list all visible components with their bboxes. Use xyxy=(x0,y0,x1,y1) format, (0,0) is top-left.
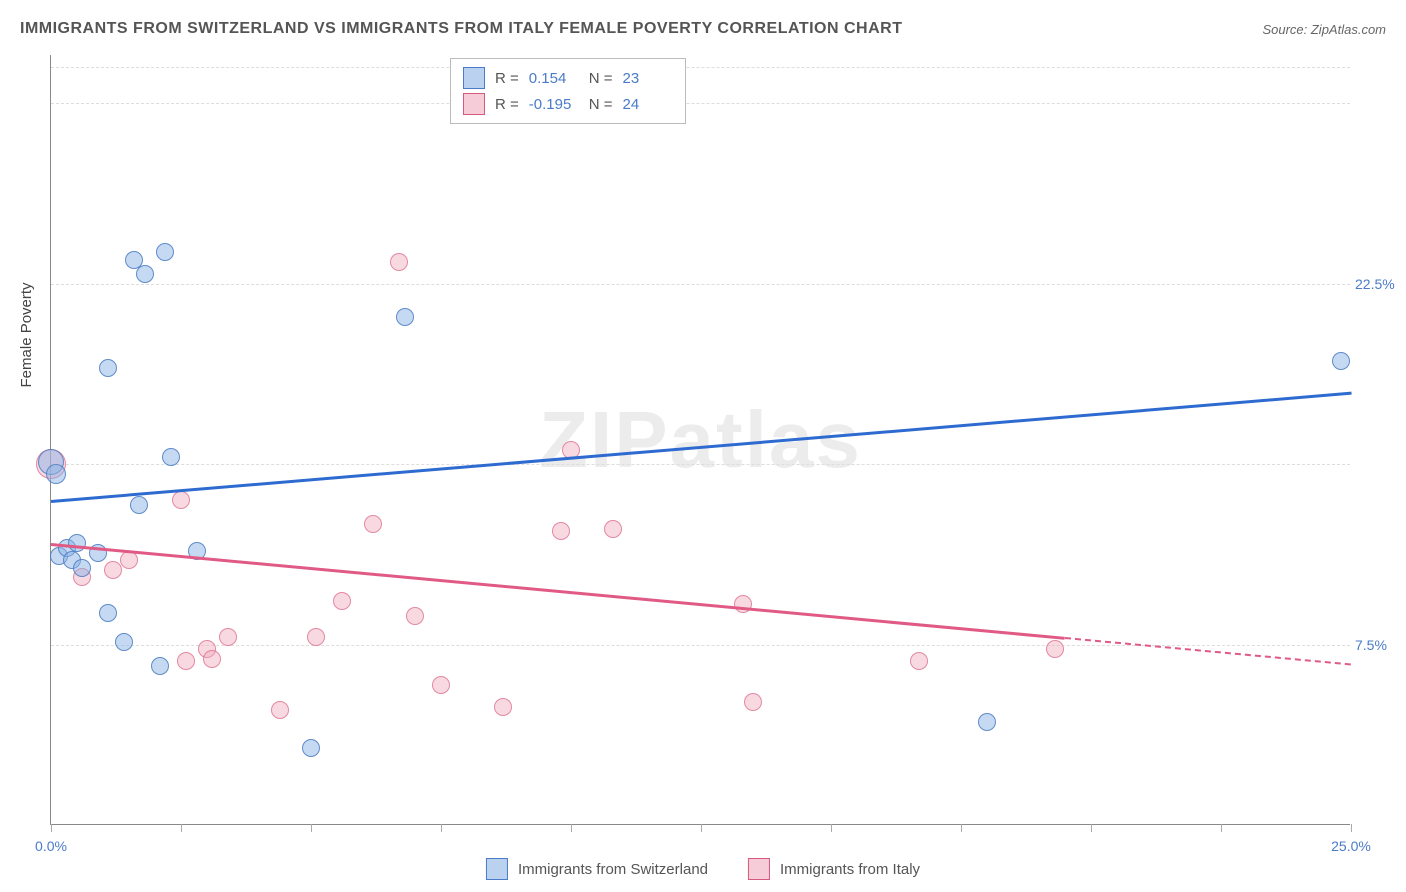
data-point xyxy=(162,448,180,466)
data-point xyxy=(302,739,320,757)
x-tick xyxy=(51,824,52,832)
x-tick xyxy=(571,824,572,832)
r-label: R = xyxy=(495,70,519,87)
series-label-switzerland: Immigrants from Switzerland xyxy=(518,861,708,878)
legend-item-switzerland: Immigrants from Switzerland xyxy=(486,858,708,880)
y-tick-label: 22.5% xyxy=(1355,276,1405,292)
swatch-blue xyxy=(486,858,508,880)
data-point xyxy=(978,713,996,731)
chart-title: IMMIGRANTS FROM SWITZERLAND VS IMMIGRANT… xyxy=(20,20,902,38)
data-point xyxy=(151,657,169,675)
data-point xyxy=(46,464,66,484)
y-tick-label: 7.5% xyxy=(1355,637,1405,653)
correlation-legend: R = 0.154 N = 23 R = -0.195 N = 24 xyxy=(450,58,686,124)
x-tick xyxy=(961,824,962,832)
data-point xyxy=(1046,640,1064,658)
gridline xyxy=(51,103,1350,104)
data-point xyxy=(364,515,382,533)
r-label: R = xyxy=(495,96,519,113)
swatch-pink xyxy=(748,858,770,880)
x-tick xyxy=(1221,824,1222,832)
x-tick xyxy=(441,824,442,832)
gridline xyxy=(51,284,1350,285)
data-point xyxy=(271,701,289,719)
data-point xyxy=(552,522,570,540)
data-point xyxy=(172,491,190,509)
data-point xyxy=(73,559,91,577)
data-point xyxy=(156,243,174,261)
data-point xyxy=(494,698,512,716)
source-attribution: Source: ZipAtlas.com xyxy=(1262,22,1386,37)
series-legend: Immigrants from Switzerland Immigrants f… xyxy=(486,858,920,880)
trend-line xyxy=(51,543,1065,639)
x-tick xyxy=(831,824,832,832)
x-tick xyxy=(1351,824,1352,832)
data-point xyxy=(390,253,408,271)
data-point xyxy=(130,496,148,514)
x-tick-label: 0.0% xyxy=(35,838,67,854)
n-value-switzerland: 23 xyxy=(623,70,673,87)
x-tick xyxy=(1091,824,1092,832)
data-point xyxy=(1332,352,1350,370)
swatch-pink xyxy=(463,93,485,115)
data-point xyxy=(432,676,450,694)
data-point xyxy=(333,592,351,610)
n-label: N = xyxy=(589,96,613,113)
data-point xyxy=(219,628,237,646)
data-point xyxy=(177,652,195,670)
data-point xyxy=(136,265,154,283)
legend-item-italy: Immigrants from Italy xyxy=(748,858,920,880)
x-tick xyxy=(701,824,702,832)
x-tick-label: 25.0% xyxy=(1331,838,1371,854)
n-value-italy: 24 xyxy=(623,96,673,113)
n-label: N = xyxy=(589,70,613,87)
data-point xyxy=(115,633,133,651)
gridline xyxy=(51,464,1350,465)
swatch-blue xyxy=(463,67,485,89)
y-axis-title: Female Poverty xyxy=(18,282,35,387)
x-tick xyxy=(181,824,182,832)
x-tick xyxy=(311,824,312,832)
series-label-italy: Immigrants from Italy xyxy=(780,861,920,878)
trend-line xyxy=(51,392,1351,503)
data-point xyxy=(396,308,414,326)
data-point xyxy=(744,693,762,711)
trend-line-extrapolated xyxy=(1065,637,1351,665)
gridline xyxy=(51,67,1350,68)
data-point xyxy=(307,628,325,646)
data-point xyxy=(68,534,86,552)
scatter-plot-area: ZIPatlas 7.5%22.5%0.0%25.0% xyxy=(50,55,1350,825)
data-point xyxy=(99,604,117,622)
r-value-italy: -0.195 xyxy=(529,96,579,113)
data-point xyxy=(910,652,928,670)
data-point xyxy=(406,607,424,625)
r-value-switzerland: 0.154 xyxy=(529,70,579,87)
data-point xyxy=(604,520,622,538)
data-point xyxy=(99,359,117,377)
data-point xyxy=(120,551,138,569)
legend-row-italy: R = -0.195 N = 24 xyxy=(463,91,673,117)
legend-row-switzerland: R = 0.154 N = 23 xyxy=(463,65,673,91)
watermark-text: ZIPatlas xyxy=(539,394,862,486)
data-point xyxy=(203,650,221,668)
